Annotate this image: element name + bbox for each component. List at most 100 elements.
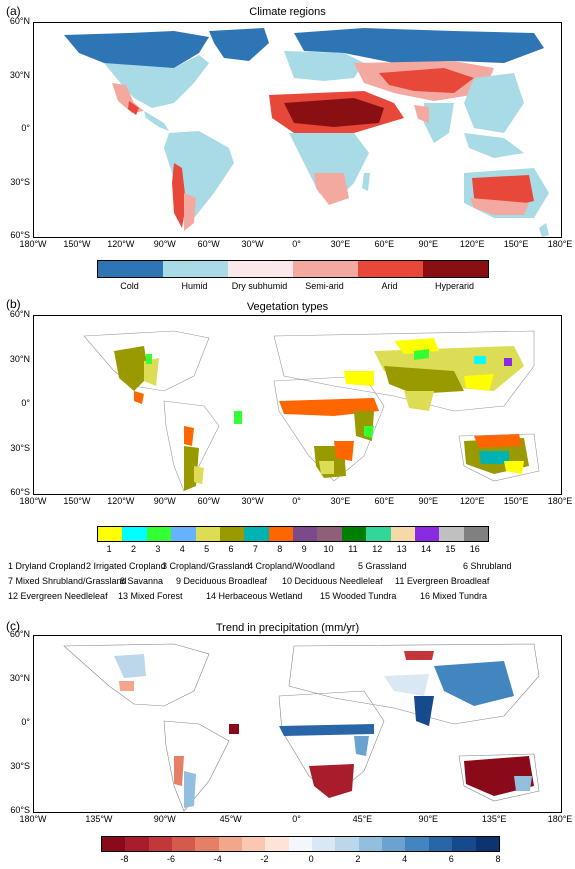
australia-cropland bbox=[504, 461, 524, 474]
colorbar-number: 15 bbox=[445, 544, 456, 554]
asia-cyan bbox=[474, 356, 486, 364]
lon-label: 90°W bbox=[153, 814, 176, 824]
lon-label: 180°W bbox=[19, 814, 47, 824]
colorbar-segment bbox=[390, 527, 415, 541]
southern-africa-savanna bbox=[334, 441, 354, 461]
legend-entry: 3 Cropland/Grassland bbox=[162, 561, 250, 571]
lat-label: 60°N bbox=[9, 309, 30, 319]
central-america bbox=[144, 111, 169, 131]
lon-label: 90°W bbox=[153, 496, 176, 506]
na-cropland bbox=[146, 354, 152, 364]
lon-label: 0° bbox=[292, 239, 301, 249]
lat-label: 60°S bbox=[10, 230, 30, 240]
lon-label: 180°W bbox=[19, 496, 47, 506]
lon-label: 45°W bbox=[219, 814, 242, 824]
na-grassland bbox=[144, 358, 159, 386]
colorbar-segment bbox=[463, 527, 488, 541]
lon-label: 120°W bbox=[107, 496, 135, 506]
africa-humid bbox=[289, 133, 369, 203]
east-africa-green bbox=[364, 426, 374, 438]
lon-label: 180°W bbox=[19, 239, 47, 249]
legend-entry: 16 Mixed Tundra bbox=[420, 591, 488, 601]
lon-label: 135°E bbox=[481, 814, 507, 824]
central-asia-arid bbox=[379, 68, 474, 93]
lon-label: 150°E bbox=[503, 496, 529, 506]
colorbar-segment bbox=[366, 527, 391, 541]
lon-label: 0° bbox=[292, 496, 301, 506]
asia-mixed-trend bbox=[384, 674, 429, 696]
colorbar-segment bbox=[146, 527, 172, 541]
sa-savanna-1 bbox=[184, 426, 194, 446]
colorbar-number: 7 bbox=[252, 544, 258, 554]
colorbar-number: 14 bbox=[421, 544, 432, 554]
australia-semiarid bbox=[470, 198, 529, 215]
new-zealand bbox=[539, 223, 549, 237]
panel-c-label: (c) bbox=[6, 619, 20, 633]
climate-map bbox=[33, 22, 562, 238]
colorbar-segment bbox=[265, 837, 289, 851]
colorbar-label: Cold bbox=[120, 281, 139, 291]
lon-label: 30°W bbox=[241, 239, 264, 249]
colorbar-number: 16 bbox=[469, 544, 480, 554]
colorbar-label: Dry subhumid bbox=[231, 281, 288, 291]
legend-entry: 5 Grassland bbox=[358, 561, 407, 571]
lon-label: 90°E bbox=[418, 814, 439, 824]
colorbar-label: Humid bbox=[181, 281, 208, 291]
colorbar-tick-label: 6 bbox=[448, 854, 454, 864]
colorbar-tick-label: 4 bbox=[402, 854, 408, 864]
colorbar-segment bbox=[125, 837, 149, 851]
na-shrubland bbox=[114, 346, 149, 391]
south-america-arid bbox=[172, 163, 186, 228]
legend-entry: 9 Deciduous Broadleaf bbox=[176, 576, 268, 586]
colorbar-segment bbox=[452, 837, 476, 851]
panel-b-label: (b) bbox=[6, 297, 21, 311]
legend-entry: 12 Evergreen Needleleaf bbox=[8, 591, 108, 601]
colorbar-segment bbox=[293, 261, 358, 277]
asia-cropland-2 bbox=[464, 374, 494, 391]
colorbar-segment bbox=[242, 837, 266, 851]
patagonia-semiarid bbox=[184, 193, 196, 231]
southern-africa-arid bbox=[314, 173, 349, 205]
colorbar-label: Hyperarid bbox=[434, 281, 475, 291]
india-cropland bbox=[404, 391, 434, 411]
colorbar-number: 4 bbox=[179, 544, 185, 554]
madagascar bbox=[362, 173, 370, 191]
colorbar-segment bbox=[293, 527, 318, 541]
north-america-cold bbox=[64, 31, 209, 71]
lon-label: 60°E bbox=[374, 496, 395, 506]
colorbar-segment bbox=[335, 837, 359, 851]
colorbar-segment bbox=[428, 837, 453, 851]
lat-label: 0° bbox=[21, 123, 30, 133]
colorbar-label: Semi-arid bbox=[305, 281, 344, 291]
lon-label: 60°W bbox=[197, 239, 220, 249]
panel-a-label: (a) bbox=[6, 4, 21, 18]
colorbar-segment bbox=[244, 527, 269, 541]
colorbar-segment bbox=[148, 837, 173, 851]
india-semiarid bbox=[414, 105, 429, 123]
colorbar-segment bbox=[423, 261, 488, 277]
india-wet-trend bbox=[414, 696, 434, 726]
lon-label: 120°W bbox=[107, 239, 135, 249]
panel-a: (a) Climate regions bbox=[0, 0, 575, 295]
north-america-arid bbox=[112, 83, 144, 113]
colorbar-number: 5 bbox=[204, 544, 210, 554]
colorbar-tick-label: -8 bbox=[120, 854, 129, 864]
precipitation-colorbar bbox=[101, 836, 500, 852]
lon-label: 135°W bbox=[85, 814, 113, 824]
lat-label: 60°S bbox=[10, 487, 30, 497]
mexico-savanna bbox=[134, 391, 144, 404]
colorbar-segment bbox=[405, 837, 429, 851]
legend-entry: 1 Dryland Cropland bbox=[8, 561, 86, 571]
legend-entry: 6 Shrubland bbox=[463, 561, 512, 571]
legend-entry: 7 Mixed Shrubland/Grassland bbox=[8, 576, 127, 586]
lon-label: 180°E bbox=[547, 496, 573, 506]
vegetation-map bbox=[33, 315, 562, 495]
colorbar-number: 10 bbox=[323, 544, 334, 554]
colorbar-segment bbox=[163, 261, 228, 277]
colorbar-number: 12 bbox=[372, 544, 383, 554]
lon-label: 90°E bbox=[418, 239, 439, 249]
legend-entry: 10 Deciduous Needleleaf bbox=[282, 576, 383, 586]
colorbar-tick-label: -6 bbox=[167, 854, 176, 864]
colorbar-segment bbox=[414, 527, 440, 541]
colorbar-segment bbox=[172, 837, 196, 851]
